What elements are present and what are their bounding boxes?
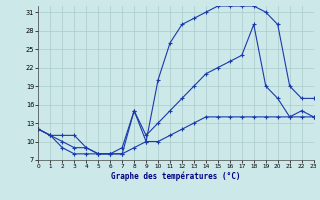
X-axis label: Graphe des températures (°C): Graphe des températures (°C): [111, 172, 241, 181]
